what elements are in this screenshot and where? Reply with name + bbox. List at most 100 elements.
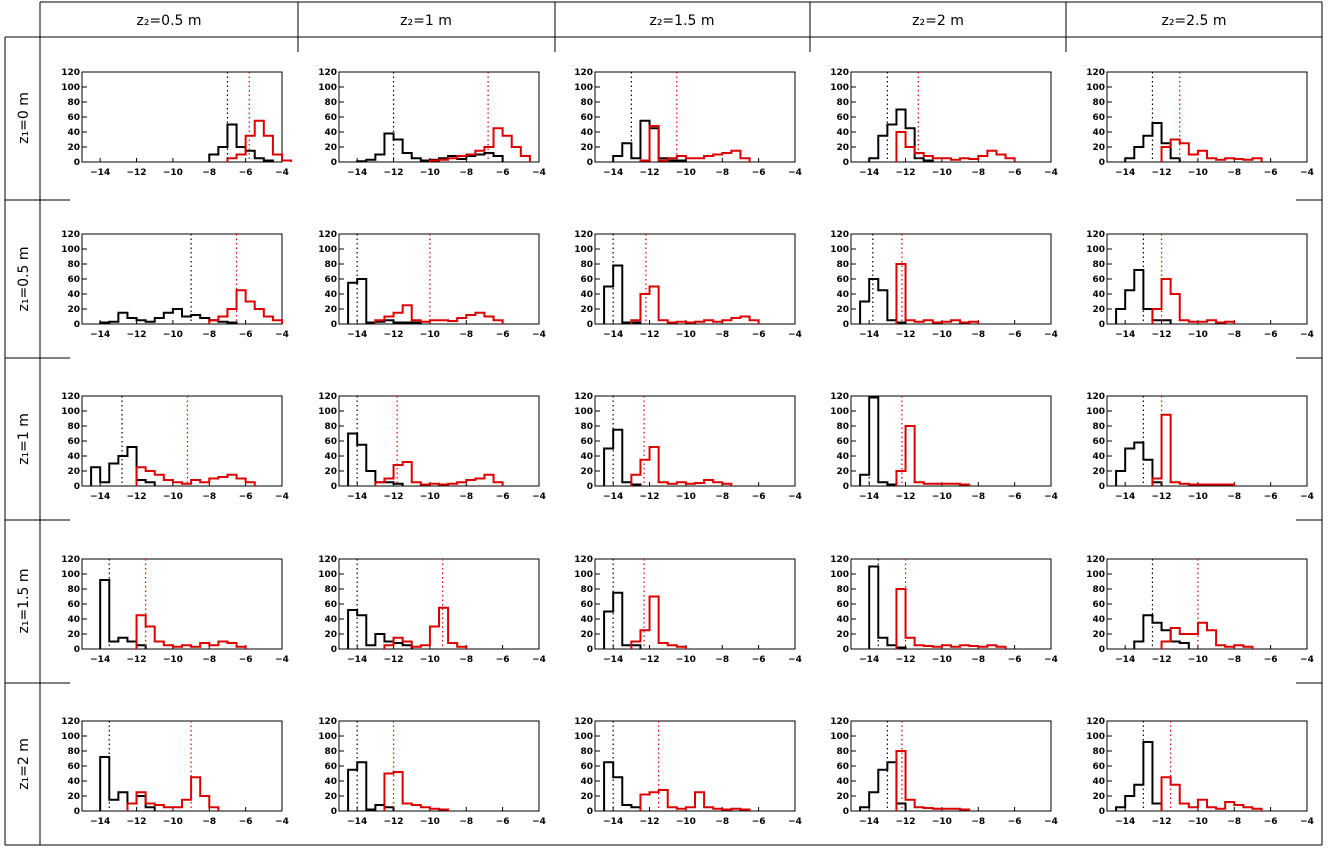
y-tick-label: 120 — [1086, 68, 1105, 78]
x-tick-label: −12 — [1152, 168, 1172, 178]
histogram-black — [347, 278, 422, 324]
histogram-panel-r2-c5: 0 20 40 60 80 100 120 −14 −12 −10 −8 −6 −4 — [1086, 230, 1314, 340]
y-tick-label: 40 — [324, 452, 337, 462]
y-tick-label: 60 — [1092, 113, 1105, 123]
y-tick-label: 0 — [1099, 158, 1105, 168]
x-tick-label: −6 — [496, 655, 510, 665]
y-tick-label: 80 — [580, 98, 593, 108]
histogram-black — [603, 591, 642, 649]
y-tick-label: 40 — [580, 777, 593, 787]
histogram-red — [895, 425, 971, 486]
plot-frame — [850, 720, 1052, 812]
x-tick-label: −8 — [715, 492, 729, 502]
histogram-panel-r3-c5: 0 20 40 60 80 100 120 −14 −12 −10 −8 −6 −4 — [1086, 392, 1314, 502]
histogram-black — [603, 428, 642, 486]
y-tick-label: 100 — [61, 732, 80, 742]
y-tick-label: 20 — [580, 143, 593, 153]
histogram-panel-r3-c3: 0 20 40 60 80 100 120 −14 −12 −10 −8 −6 −4 — [574, 392, 802, 502]
x-tick-label: −4 — [1300, 330, 1314, 340]
x-tick-label: −10 — [932, 168, 952, 178]
x-tick-label: −8 — [202, 330, 216, 340]
x-tick-label: −14 — [1115, 817, 1135, 827]
x-tick-label: −4 — [275, 330, 289, 340]
x-tick-label: −14 — [90, 330, 110, 340]
x-tick-label: −10 — [1188, 168, 1208, 178]
plot-frame — [1106, 395, 1308, 487]
x-tick-label: −8 — [202, 168, 216, 178]
x-tick-label: −6 — [496, 492, 510, 502]
x-tick-label: −12 — [640, 330, 660, 340]
histogram-red — [374, 304, 504, 324]
y-tick-label: 0 — [331, 807, 337, 817]
x-tick-label: −4 — [1300, 655, 1314, 665]
x-tick-label: −6 — [1008, 655, 1022, 665]
histogram-panel-r5-c2: 0 20 40 60 80 100 120 −14 −12 −10 −8 −6 −4 — [318, 717, 546, 827]
y-tick-label: 100 — [1086, 245, 1105, 255]
histogram-black — [868, 565, 907, 649]
histogram-black — [859, 396, 898, 486]
x-tick-label: −4 — [532, 492, 546, 502]
y-tick-label: 80 — [836, 260, 849, 270]
x-tick-label: −6 — [752, 168, 766, 178]
histogram-black — [1115, 741, 1163, 811]
y-tick-label: 0 — [1099, 807, 1105, 817]
y-tick-label: 120 — [61, 68, 80, 78]
y-tick-label: 120 — [830, 230, 849, 240]
y-tick-label: 120 — [318, 230, 337, 240]
x-tick-label: −12 — [640, 655, 660, 665]
x-tick-label: −8 — [715, 168, 729, 178]
y-tick-label: 40 — [67, 290, 80, 300]
y-tick-label: 80 — [1092, 260, 1105, 270]
plot-frame — [1106, 558, 1308, 650]
y-tick-label: 60 — [1092, 600, 1105, 610]
histogram-panel-r3-c4: 0 20 40 60 80 100 120 −14 −12 −10 −8 −6 −4 — [830, 392, 1058, 502]
column-header-1: z₂=0.5 m — [136, 13, 201, 29]
y-tick-label: 40 — [580, 290, 593, 300]
x-tick-label: −8 — [971, 817, 985, 827]
y-tick-label: 0 — [331, 158, 337, 168]
x-tick-label: −4 — [532, 330, 546, 340]
table-frame — [4, 1, 1323, 846]
x-tick-label: −6 — [1264, 330, 1278, 340]
y-tick-label: 40 — [1092, 615, 1105, 625]
y-tick-label: 80 — [67, 98, 80, 108]
row-header-1: z₁=0 m — [16, 92, 32, 144]
x-tick-label: −8 — [971, 492, 985, 502]
x-tick-label: −6 — [239, 168, 253, 178]
y-tick-label: 120 — [318, 717, 337, 727]
y-tick-label: 120 — [574, 68, 593, 78]
x-tick-label: −10 — [163, 492, 183, 502]
y-tick-label: 40 — [580, 615, 593, 625]
x-tick-label: −8 — [1227, 330, 1241, 340]
y-tick-label: 40 — [836, 777, 849, 787]
histogram-panel-r2-c3: 0 20 40 60 80 100 120 −14 −12 −10 −8 −6 −4 — [574, 230, 802, 340]
histogram-red — [895, 588, 1007, 649]
histogram-red — [1160, 776, 1263, 811]
x-tick-label: −14 — [347, 168, 367, 178]
y-tick-label: 60 — [324, 600, 337, 610]
y-tick-label: 20 — [1092, 792, 1105, 802]
x-tick-label: −14 — [347, 330, 367, 340]
y-tick-label: 20 — [324, 305, 337, 315]
histogram-red — [428, 127, 531, 162]
histogram-panel-r5-c4: 0 20 40 60 80 100 120 −14 −12 −10 −8 −6 −4 — [830, 717, 1058, 827]
x-tick-label: −8 — [202, 817, 216, 827]
histogram-panel-r5-c1: 0 20 40 60 80 100 120 −14 −12 −10 −8 −6 −4 — [61, 717, 289, 827]
x-tick-label: −14 — [90, 817, 110, 827]
y-tick-label: 80 — [67, 260, 80, 270]
plot-frame — [1106, 233, 1308, 325]
histogram-red — [383, 771, 450, 811]
y-tick-label: 60 — [67, 600, 80, 610]
histogram-black — [347, 609, 413, 649]
x-tick-label: −8 — [459, 817, 473, 827]
y-tick-label: 120 — [830, 555, 849, 565]
y-tick-label: 60 — [580, 275, 593, 285]
y-tick-label: 60 — [580, 113, 593, 123]
plot-frame — [81, 558, 283, 650]
y-tick-label: 120 — [830, 392, 849, 402]
histogram-black — [347, 761, 395, 811]
y-tick-label: 120 — [318, 68, 337, 78]
x-tick-label: −10 — [932, 655, 952, 665]
x-tick-label: −14 — [859, 492, 879, 502]
